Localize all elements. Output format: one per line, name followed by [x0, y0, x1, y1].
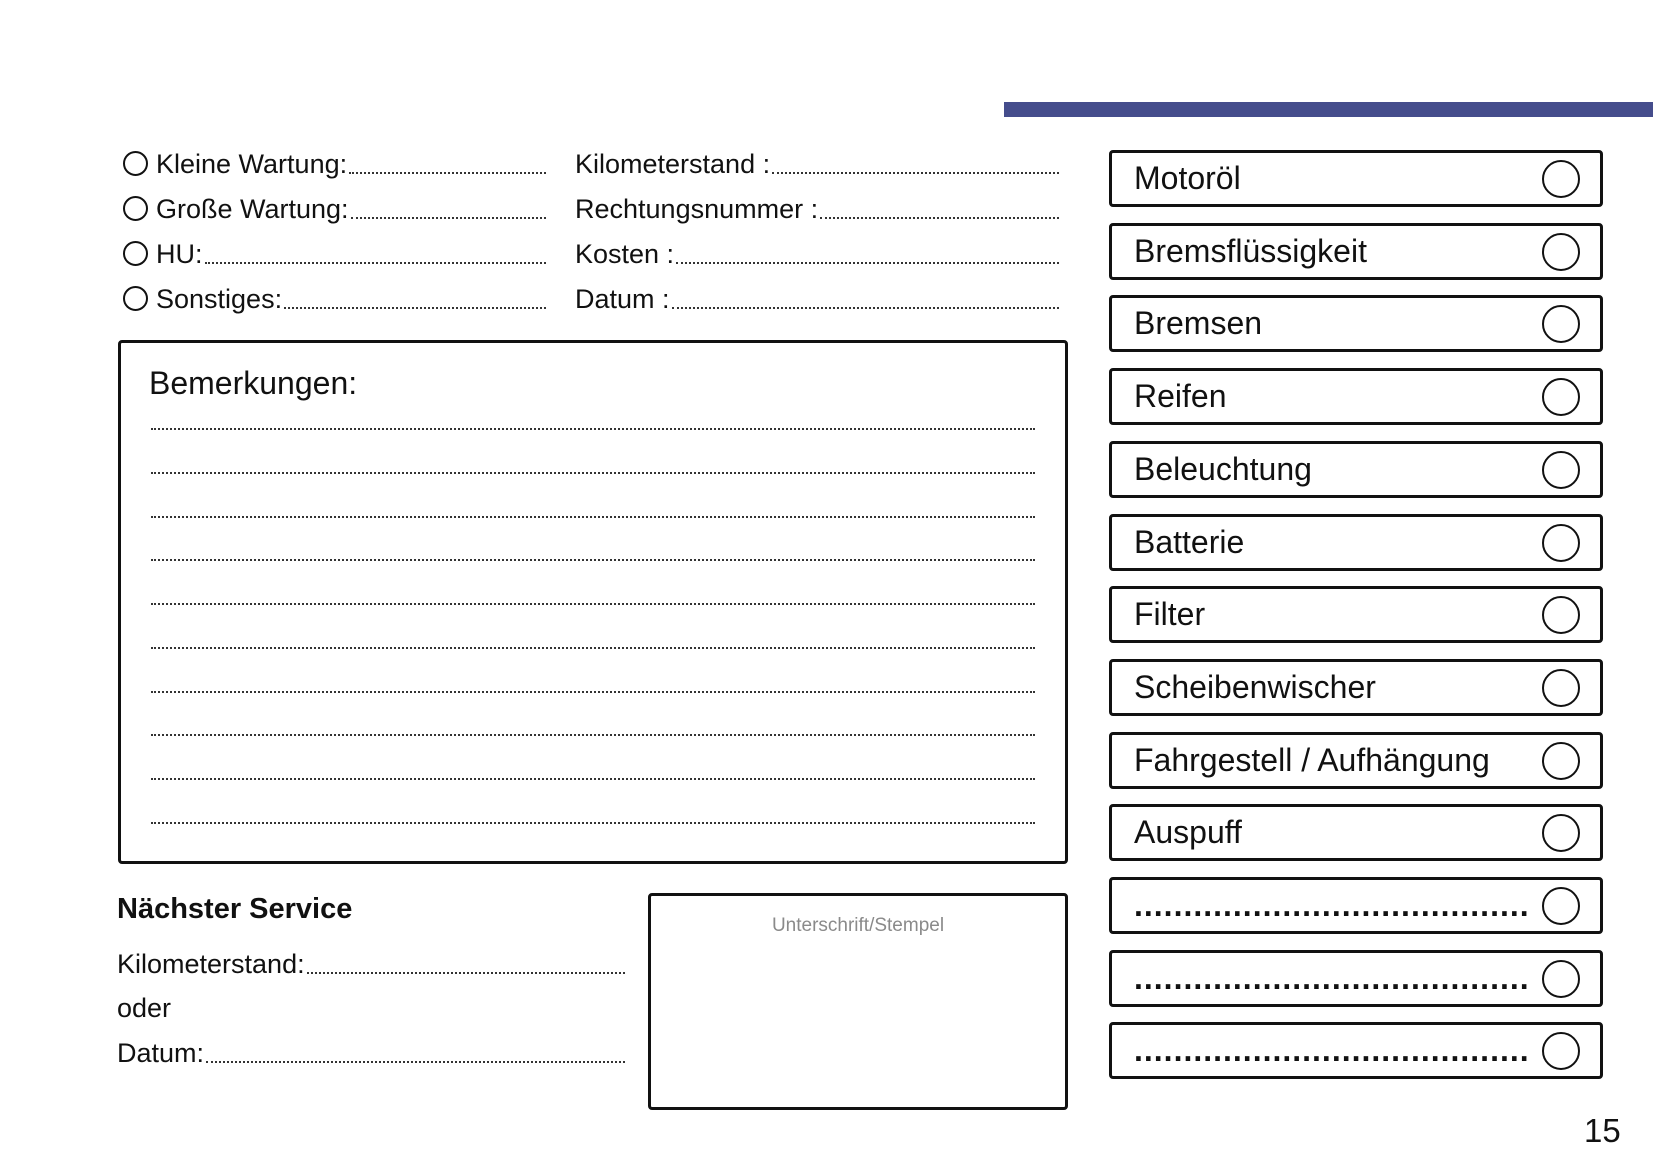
- checklist-item[interactable]: Auspuff: [1109, 804, 1603, 862]
- checklist-item[interactable]: Scheibenwischer: [1109, 658, 1603, 716]
- checklist-label: ........................................: [1134, 959, 1530, 996]
- checklist-label: Bremsflüssigkeit: [1134, 232, 1367, 269]
- checklist-item[interactable]: ........................................: [1109, 949, 1603, 1007]
- fill-line[interactable]: [349, 172, 546, 174]
- checklist-label: Filter: [1134, 596, 1206, 633]
- fill-line[interactable]: [350, 217, 546, 219]
- checklist-label: ........................................: [1134, 1032, 1530, 1069]
- checkbox-circle-icon[interactable]: [1542, 959, 1580, 998]
- checklist-label: Reifen: [1134, 378, 1227, 415]
- remarks-line[interactable]: [151, 603, 1035, 605]
- next-service-or: oder: [117, 990, 625, 1024]
- remarks-line[interactable]: [151, 822, 1035, 824]
- checklist-item[interactable]: Reifen: [1109, 368, 1603, 426]
- remarks-line[interactable]: [151, 647, 1035, 649]
- checkbox-circle-icon[interactable]: [1542, 160, 1580, 198]
- checklist-item[interactable]: Batterie: [1109, 513, 1603, 571]
- field-label: Kilometerstand :: [575, 149, 771, 179]
- radio-icon[interactable]: [123, 240, 148, 266]
- remarks-line[interactable]: [151, 472, 1035, 474]
- option-label: HU:: [156, 239, 203, 269]
- header-accent-bar: [1004, 102, 1653, 117]
- checkbox-circle-icon[interactable]: [1542, 1032, 1580, 1071]
- next-service-title: Nächster Service: [117, 893, 353, 925]
- fill-line[interactable]: [284, 307, 546, 309]
- remarks-box[interactable]: Bemerkungen:: [118, 340, 1068, 864]
- checkbox-circle-icon[interactable]: [1542, 814, 1580, 853]
- option-hu[interactable]: HU:: [123, 236, 546, 270]
- option-sonstiges[interactable]: Sonstiges:: [123, 281, 546, 315]
- remarks-line[interactable]: [151, 778, 1035, 780]
- checklist-item[interactable]: Filter: [1109, 586, 1603, 644]
- field-label: Kosten :: [575, 239, 675, 269]
- checklist-item[interactable]: Beleuchtung: [1109, 440, 1603, 498]
- checklist-label: Fahrgestell / Aufhängung: [1134, 741, 1490, 778]
- remarks-line[interactable]: [151, 691, 1035, 693]
- radio-icon[interactable]: [123, 150, 148, 176]
- or-label: oder: [117, 993, 172, 1023]
- signature-label: Unterschrift/Stempel: [771, 915, 945, 936]
- field-label: Kilometerstand:: [117, 949, 305, 979]
- field-label: Datum:: [117, 1038, 205, 1068]
- option-kleine-wartung[interactable]: Kleine Wartung:: [123, 146, 546, 180]
- checklist-item[interactable]: Bremsflüssigkeit: [1109, 222, 1603, 280]
- signature-box[interactable]: Unterschrift/Stempel: [648, 893, 1068, 1110]
- fill-line[interactable]: [772, 172, 1059, 174]
- remarks-line[interactable]: [151, 428, 1035, 430]
- fill-line[interactable]: [306, 972, 625, 974]
- option-label: Kleine Wartung:: [156, 149, 348, 179]
- checklist-item[interactable]: Fahrgestell / Aufhängung: [1109, 731, 1603, 789]
- checklist-label: Motoröl: [1134, 160, 1241, 196]
- field-kilometerstand[interactable]: Kilometerstand :: [575, 146, 1059, 180]
- checklist-label: Scheibenwischer: [1134, 668, 1376, 705]
- next-service-km[interactable]: Kilometerstand:: [117, 946, 625, 980]
- checklist-label: Auspuff: [1134, 814, 1242, 851]
- checkbox-circle-icon[interactable]: [1542, 668, 1580, 707]
- option-grosse-wartung[interactable]: Große Wartung:: [123, 191, 546, 225]
- option-label: Große Wartung:: [156, 194, 349, 224]
- field-label: Datum :: [575, 284, 670, 314]
- field-rechnungsnummer[interactable]: Rechtungsnummer :: [575, 191, 1059, 225]
- checkbox-circle-icon[interactable]: [1542, 232, 1580, 271]
- checkbox-circle-icon[interactable]: [1542, 741, 1580, 780]
- remarks-line[interactable]: [151, 516, 1035, 518]
- remarks-title: Bemerkungen:: [149, 365, 358, 401]
- fill-line[interactable]: [206, 1061, 625, 1063]
- checklist-item[interactable]: ........................................: [1109, 1022, 1603, 1080]
- checkbox-circle-icon[interactable]: [1542, 887, 1580, 925]
- remarks-line[interactable]: [151, 559, 1035, 561]
- checklist-item[interactable]: Bremsen: [1109, 295, 1603, 353]
- checkbox-circle-icon[interactable]: [1542, 596, 1580, 635]
- fill-line[interactable]: [204, 262, 546, 264]
- checkbox-circle-icon[interactable]: [1542, 523, 1580, 562]
- field-datum[interactable]: Datum :: [575, 281, 1059, 315]
- page-number: 15: [1584, 1112, 1621, 1149]
- fill-line[interactable]: [676, 262, 1059, 264]
- next-service-date[interactable]: Datum:: [117, 1035, 625, 1069]
- checkbox-circle-icon[interactable]: [1542, 305, 1580, 344]
- checklist-label: ........................................: [1134, 887, 1530, 923]
- checklist-item[interactable]: ........................................: [1109, 877, 1603, 934]
- fill-line[interactable]: [820, 217, 1059, 219]
- checkbox-circle-icon[interactable]: [1542, 378, 1580, 417]
- radio-icon[interactable]: [123, 195, 148, 221]
- checkbox-circle-icon[interactable]: [1542, 450, 1580, 489]
- checklist-label: Beleuchtung: [1134, 450, 1312, 487]
- checklist-item[interactable]: Motoröl: [1109, 150, 1603, 207]
- field-kosten[interactable]: Kosten :: [575, 236, 1059, 270]
- checklist-label: Bremsen: [1134, 305, 1263, 342]
- option-label: Sonstiges:: [156, 284, 283, 314]
- remarks-line[interactable]: [151, 734, 1035, 736]
- fill-line[interactable]: [671, 307, 1059, 309]
- checklist-label: Batterie: [1134, 523, 1245, 560]
- radio-icon[interactable]: [123, 285, 148, 311]
- field-label: Rechtungsnummer :: [575, 194, 819, 224]
